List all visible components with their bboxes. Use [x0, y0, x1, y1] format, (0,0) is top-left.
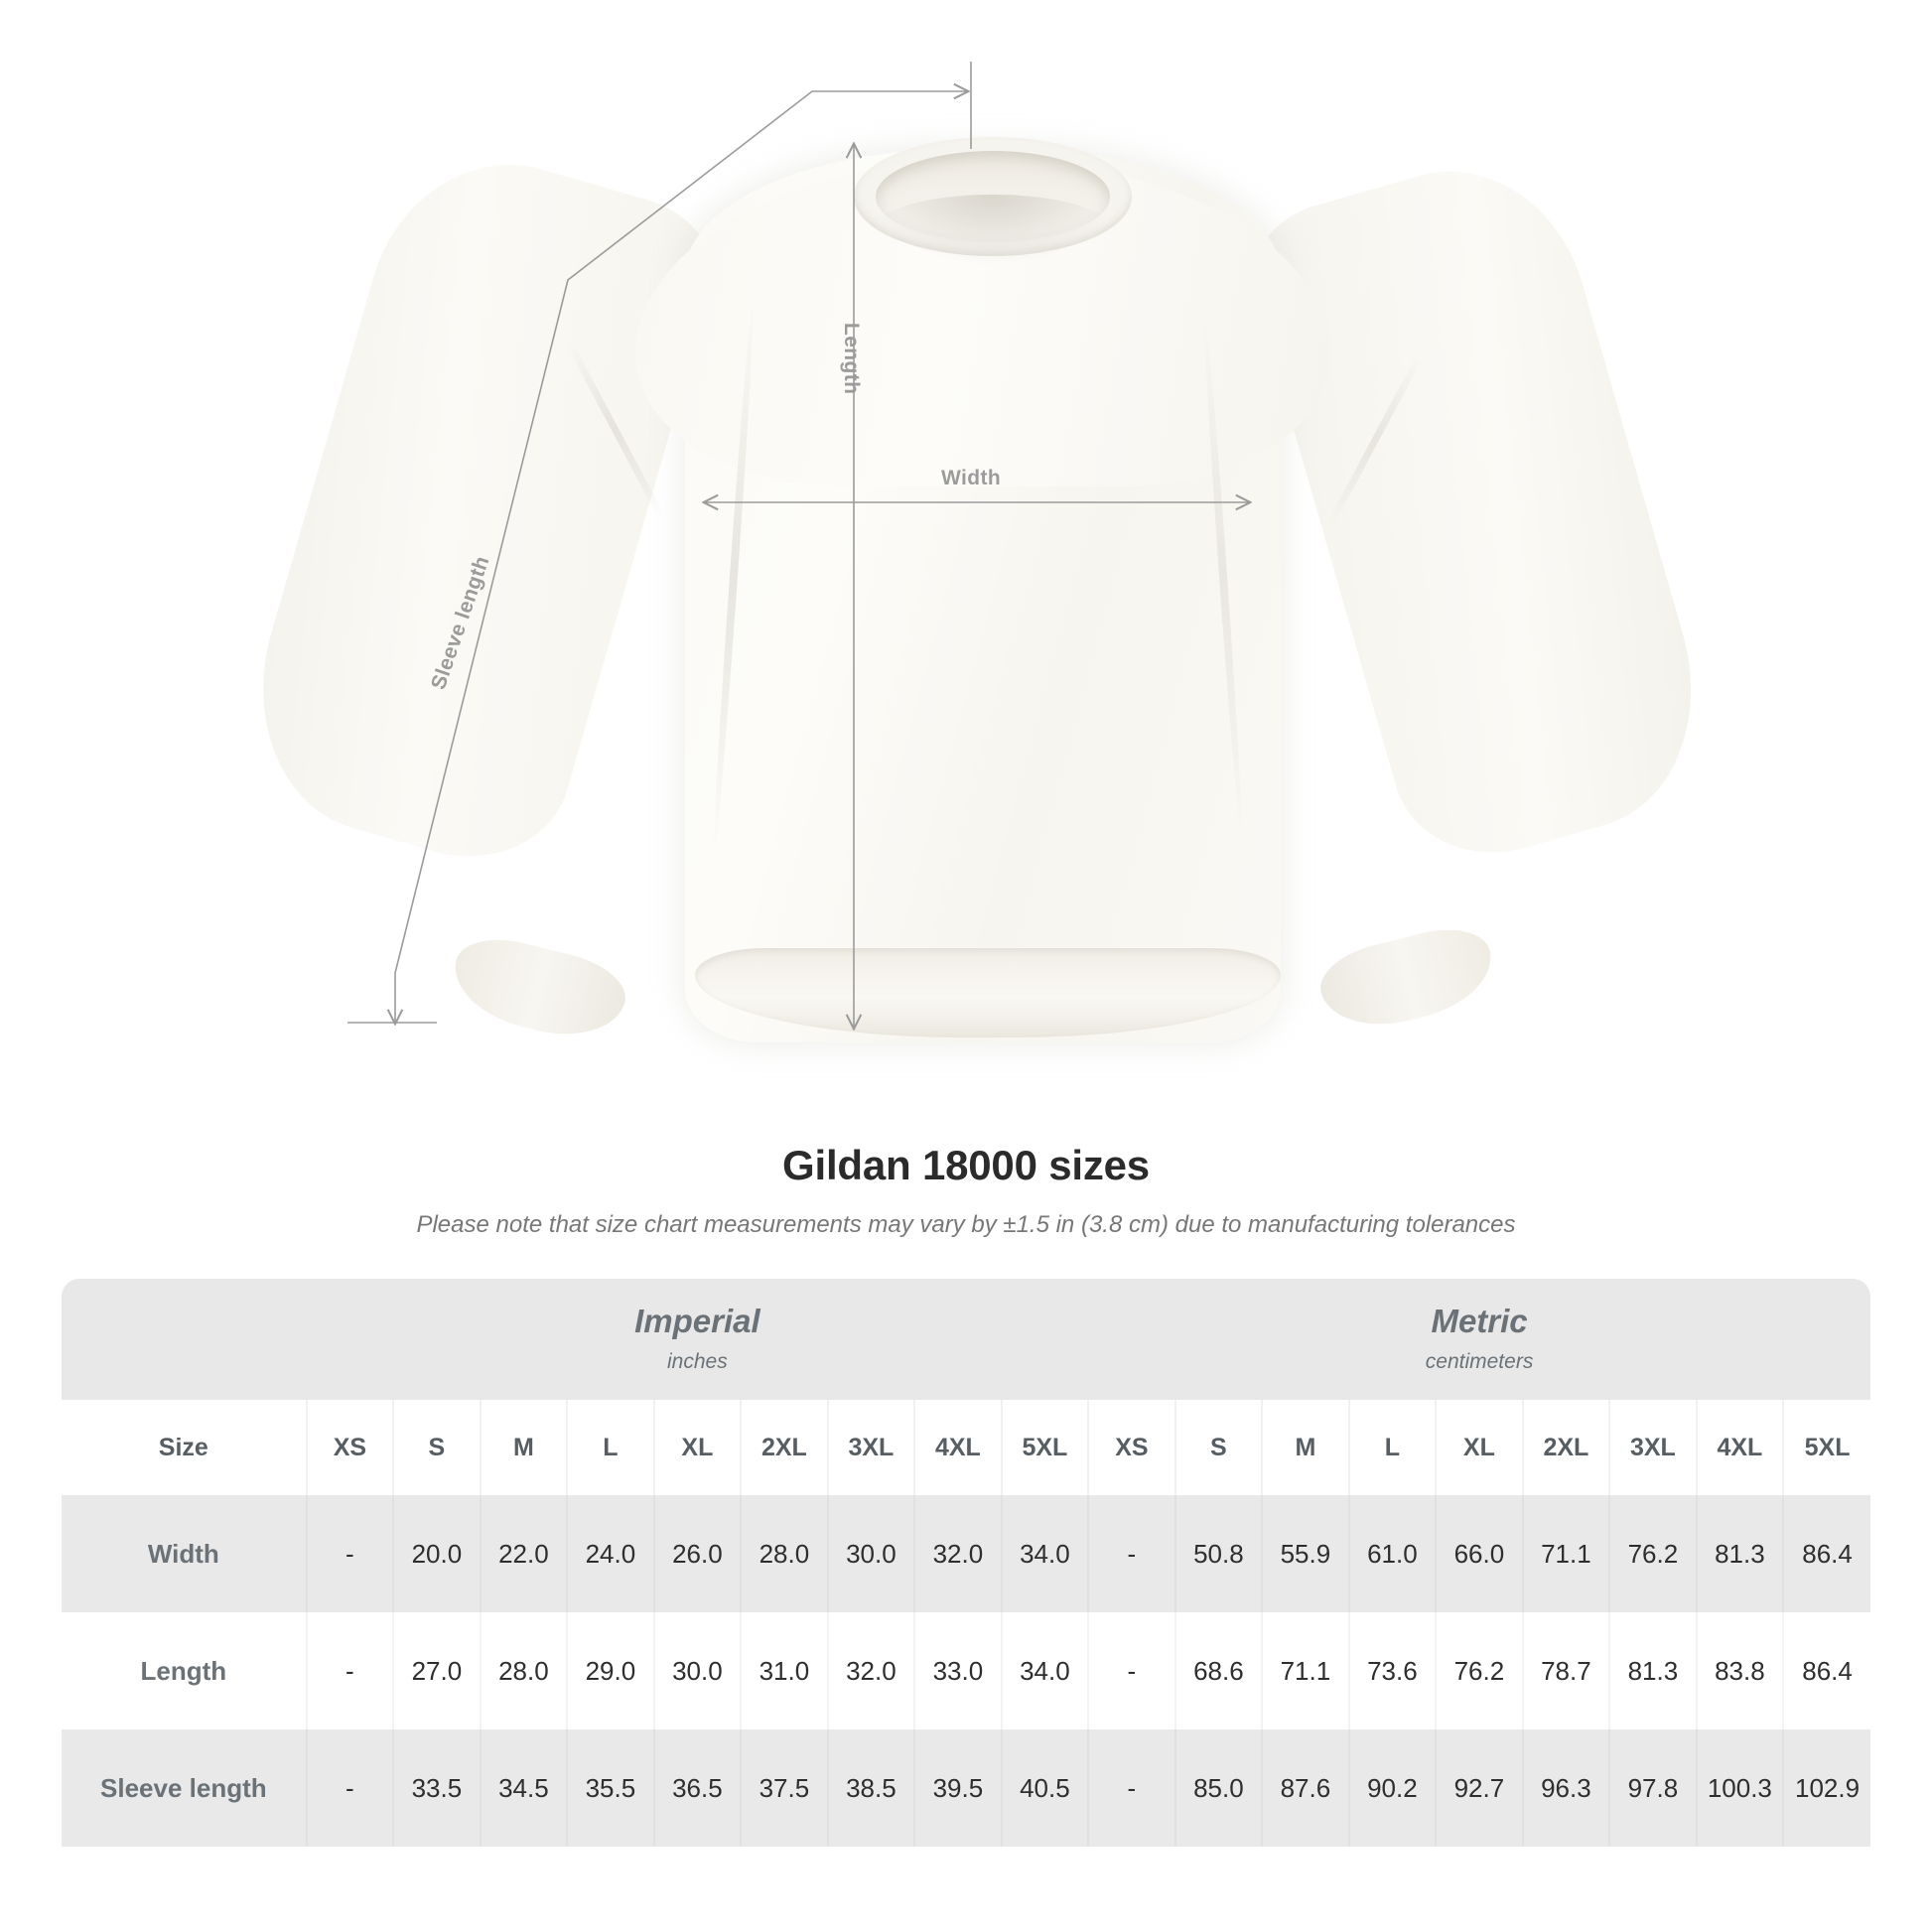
size-column-label: Size [62, 1400, 307, 1495]
measurement-value: 81.3 [1608, 1612, 1697, 1729]
size-header-cell: 3XL [826, 1400, 915, 1495]
unit-name: Imperial [634, 1303, 760, 1340]
measurement-value: 38.5 [826, 1729, 915, 1847]
unit-spacer [62, 1279, 307, 1400]
measurement-value: 36.5 [652, 1729, 742, 1847]
size-header-cell: S [392, 1400, 481, 1495]
measurement-value: 40.5 [1000, 1729, 1089, 1847]
measurement-value: 86.4 [1782, 1495, 1870, 1612]
measurement-value: 26.0 [652, 1495, 742, 1612]
measurement-value: 66.0 [1435, 1495, 1523, 1612]
measurement-value: 100.3 [1695, 1729, 1784, 1847]
measurement-value: 27.0 [392, 1612, 481, 1729]
measurement-value: 32.0 [913, 1495, 1002, 1612]
measurement-value: 22.0 [479, 1495, 568, 1612]
size-header-cell: 5XL [1000, 1400, 1089, 1495]
measurement-value: 50.8 [1173, 1495, 1263, 1612]
measurement-value: 71.1 [1261, 1612, 1349, 1729]
measurement-value: 76.2 [1608, 1495, 1697, 1612]
measurement-value: 39.5 [913, 1729, 1002, 1847]
page-title: Gildan 18000 sizes [782, 1142, 1150, 1188]
measurement-value: 96.3 [1521, 1729, 1610, 1847]
size-header-cell: M [1261, 1400, 1349, 1495]
size-header-cell: 2XL [1521, 1400, 1610, 1495]
measurement-guides [347, 62, 1932, 1132]
size-header-cell: 4XL [1695, 1400, 1784, 1495]
measurement-value: 34.5 [479, 1729, 568, 1847]
measurement-value: 32.0 [826, 1612, 915, 1729]
tolerance-note: Please note that size chart measurements… [416, 1211, 1516, 1238]
width-label: Width [941, 467, 1002, 489]
measurement-value: 28.0 [740, 1495, 828, 1612]
measurement-value: 31.0 [740, 1612, 828, 1729]
table-row: Sleeve length -33.5 34.5 35.5 36.5 37.5 38.5 39… [62, 1729, 1870, 1847]
unit-sub: inches [667, 1349, 728, 1373]
unit-group-imperial: Imperial inches [306, 1279, 1089, 1400]
size-header-cell: L [1347, 1400, 1437, 1495]
measurement-label: Width [62, 1495, 307, 1612]
measurement-value: 61.0 [1347, 1495, 1437, 1612]
measurement-value: 73.6 [1347, 1612, 1437, 1729]
measurement-value: 76.2 [1435, 1612, 1523, 1729]
measurement-value: 28.0 [479, 1612, 568, 1729]
measurement-value: 78.7 [1521, 1612, 1610, 1729]
size-header-cell: 5XL [1782, 1400, 1870, 1495]
size-header-cell: XS [305, 1400, 394, 1495]
measurement-value: 34.0 [1000, 1495, 1089, 1612]
measurement-value: 30.0 [652, 1612, 742, 1729]
length-label: Length [840, 323, 863, 395]
measurement-label: Sleeve length [62, 1729, 307, 1847]
title-block: Gildan 18000 sizes Please note that size… [0, 1142, 1932, 1239]
measurement-value: 85.0 [1173, 1729, 1263, 1847]
size-header-cell: XL [1435, 1400, 1523, 1495]
size-header-cell: XS [1087, 1400, 1175, 1495]
measurement-value: 24.0 [566, 1495, 654, 1612]
size-header-cell: 3XL [1608, 1400, 1697, 1495]
measurement-value: 86.4 [1782, 1612, 1870, 1729]
unit-group-metric: Metric centimeters [1088, 1279, 1870, 1400]
product-photo: Length Width Sleeve length [225, 62, 1932, 1132]
table-row: Width -20.0 22.0 24.0 26.0 28.0 30.0 32.0 34.0-5… [62, 1495, 1870, 1612]
size-header-cell: M [479, 1400, 568, 1495]
size-header-cell: L [566, 1400, 654, 1495]
measurement-label: Length [62, 1612, 307, 1729]
size-header-cell: XL [652, 1400, 742, 1495]
size-header-cell: S [1173, 1400, 1263, 1495]
measurement-value: 37.5 [740, 1729, 828, 1847]
measurement-value: 71.1 [1521, 1495, 1610, 1612]
measurement-value: 90.2 [1347, 1729, 1437, 1847]
measurement-value: 33.0 [913, 1612, 1002, 1729]
sleeve-length-guide [347, 62, 972, 1023]
unit-name: Metric [1431, 1303, 1528, 1340]
measurement-value: 35.5 [566, 1729, 654, 1847]
size-header-cell: 2XL [740, 1400, 828, 1495]
measurement-value: 102.9 [1782, 1729, 1870, 1847]
measurement-value: 29.0 [566, 1612, 654, 1729]
size-chart-card: Imperial inches Metric centimeters Size X… [62, 1279, 1870, 1847]
measurement-value: 92.7 [1435, 1729, 1523, 1847]
measurement-value: 87.6 [1261, 1729, 1349, 1847]
measurement-value: 34.0 [1000, 1612, 1089, 1729]
measurement-value: - [305, 1612, 394, 1729]
measurement-value: 20.0 [392, 1495, 481, 1612]
measurement-value: - [305, 1729, 394, 1847]
measurement-value: - [1087, 1612, 1175, 1729]
size-chart-table: Imperial inches Metric centimeters Size X… [62, 1279, 1870, 1847]
measurement-value: - [1087, 1729, 1175, 1847]
measurement-value: 30.0 [826, 1495, 915, 1612]
measurement-value: 33.5 [392, 1729, 481, 1847]
size-header-cell: 4XL [913, 1400, 1002, 1495]
measurement-value: 68.6 [1173, 1612, 1263, 1729]
measurement-value: 83.8 [1695, 1612, 1784, 1729]
table-row: Length -27.0 28.0 29.0 30.0 31.0 32.0 33.0 34.0-… [62, 1612, 1870, 1729]
measurement-value: - [305, 1495, 394, 1612]
unit-header-row: Imperial inches Metric centimeters [62, 1279, 1870, 1400]
measurement-value: 97.8 [1608, 1729, 1697, 1847]
measurement-value: 55.9 [1261, 1495, 1349, 1612]
size-header-row: Size XS S M L XL 2XL 3XL 4XL 5XL XS S M L XL 2XL 3XL 4XL 5… [62, 1400, 1870, 1495]
measurement-value: 81.3 [1695, 1495, 1784, 1612]
unit-sub: centimeters [1425, 1349, 1534, 1373]
measurement-value: - [1087, 1495, 1175, 1612]
